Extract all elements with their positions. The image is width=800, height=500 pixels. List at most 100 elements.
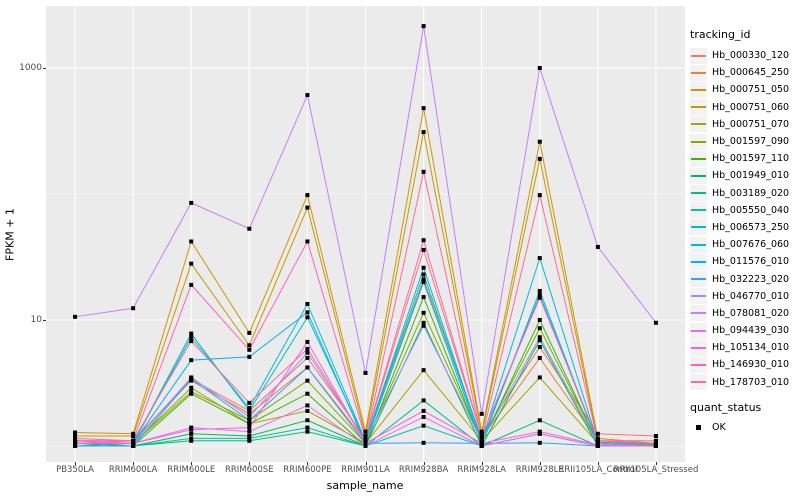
data-point: [189, 331, 194, 336]
legend-item: Hb_032223_020: [690, 270, 798, 288]
data-point: [363, 438, 368, 443]
y-tick-mark: [43, 68, 46, 69]
legend-item: Hb_046770_010: [690, 288, 798, 305]
legend-key-swatch: [690, 202, 707, 219]
data-point: [247, 411, 252, 416]
x-tick-mark: [307, 462, 309, 465]
data-point: [247, 421, 252, 426]
legend-item-label: Hb_000751_060: [712, 101, 790, 113]
legend-key-line: [691, 329, 706, 332]
data-point: [363, 436, 368, 441]
legend-item: Hb_007676_060: [690, 236, 798, 253]
data-point: [537, 193, 542, 198]
data-point: [305, 429, 310, 434]
data-point: [595, 431, 600, 436]
legend-item: Hb_006573_250: [690, 219, 798, 236]
shape-legend-items: OK: [690, 419, 798, 436]
data-point: [479, 436, 484, 441]
data-point: [305, 355, 310, 360]
x-tick-label: RRIM600PE: [283, 465, 332, 475]
data-point: [421, 398, 426, 403]
data-point: [537, 375, 542, 380]
data-point: [73, 314, 78, 319]
data-point: [305, 378, 310, 383]
legend-key-line: [691, 260, 706, 263]
legend-key-swatch: [690, 356, 707, 373]
color-legend-title: tracking_id: [690, 28, 751, 41]
x-tick-label: RRIM600SE: [224, 465, 274, 475]
data-point: [305, 310, 310, 315]
data-point: [537, 335, 542, 340]
data-point: [479, 411, 484, 416]
data-point: [305, 365, 310, 370]
legend-key-line: [691, 174, 706, 177]
legend-item-label: Hb_011576_010: [712, 256, 790, 268]
x-tick-mark: [133, 462, 135, 465]
quant-status-key: [690, 419, 707, 435]
data-point: [537, 292, 542, 297]
data-point: [421, 277, 426, 282]
data-point: [305, 425, 310, 430]
data-point: [305, 403, 310, 408]
legend-key-swatch: [690, 253, 707, 270]
legend-item-label: Hb_000645_250: [712, 67, 790, 79]
x-tick-mark: [423, 462, 425, 465]
data-point: [363, 429, 368, 434]
data-point: [305, 239, 310, 244]
data-point: [305, 301, 310, 306]
data-point: [363, 434, 368, 439]
data-point: [189, 385, 194, 390]
data-point: [421, 323, 426, 328]
x-tick-mark: [539, 462, 541, 465]
data-point: [189, 335, 194, 340]
legend-key-swatch: [690, 236, 707, 253]
data-point: [595, 244, 600, 249]
data-point: [305, 346, 310, 351]
legend-item: Hb_003189_020: [690, 185, 798, 202]
data-point: [537, 156, 542, 161]
data-point: [653, 438, 658, 443]
data-point: [537, 139, 542, 144]
x-tick-label: RRIM928LE: [515, 465, 564, 475]
data-point: [421, 368, 426, 373]
data-point: [421, 310, 426, 315]
data-point: [421, 238, 426, 243]
legend-item: Hb_000330_120: [690, 47, 798, 64]
data-point: [247, 414, 252, 419]
data-point: [305, 418, 310, 423]
data-point: [479, 441, 484, 446]
legend-key-line: [691, 243, 706, 246]
legend-item: Hb_001597_110: [690, 150, 798, 167]
y-axis-title: FPKM + 1: [3, 208, 17, 261]
data-point: [73, 441, 78, 446]
legend-item-label: Hb_000751_070: [712, 118, 790, 130]
data-point: [305, 93, 310, 98]
data-point: [189, 391, 194, 396]
data-point: [305, 193, 310, 198]
legend-item-label: Hb_001597_090: [712, 136, 790, 148]
legend-key-swatch: [690, 271, 707, 288]
y-tick-mark: [43, 320, 46, 321]
data-point: [131, 431, 136, 436]
legend-item: Hb_005550_040: [690, 202, 798, 219]
data-point: [189, 438, 194, 443]
legend-key-swatch: [690, 150, 707, 167]
legend-key-swatch: [690, 374, 707, 391]
legend-key-line: [691, 106, 706, 109]
data-point: [189, 261, 194, 266]
data-point: [537, 66, 542, 70]
legend-item: Hb_078081_020: [690, 305, 798, 322]
data-point: [247, 438, 252, 443]
legend-key-line: [691, 312, 706, 315]
legend-key-line: [691, 140, 706, 143]
data-point: [421, 24, 426, 29]
legend-key-line: [691, 88, 706, 91]
data-point: [247, 434, 252, 439]
data-point: [131, 441, 136, 446]
data-point: [247, 408, 252, 413]
legend-key-swatch: [690, 116, 707, 133]
data-point: [421, 130, 426, 135]
legend-item: Hb_011576_010: [690, 253, 798, 270]
x-tick-label: RRII105LA_Control: [558, 465, 638, 475]
data-point: [421, 272, 426, 277]
